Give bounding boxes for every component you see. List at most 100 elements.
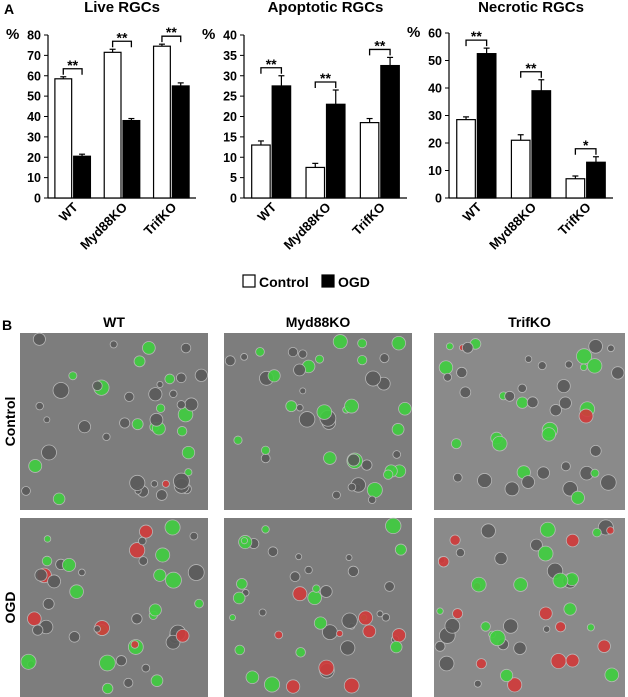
cell xyxy=(471,576,487,593)
cell xyxy=(318,659,335,676)
cell xyxy=(394,543,407,556)
x-tick-label: TrifKO xyxy=(349,200,388,239)
y-tick-label: 20 xyxy=(428,137,442,151)
y-axis-label: % xyxy=(407,24,420,41)
cell xyxy=(175,628,190,643)
cell xyxy=(449,534,461,546)
cell xyxy=(611,366,625,380)
significance-label: ** xyxy=(166,24,177,40)
cell xyxy=(194,598,204,609)
cell xyxy=(131,613,143,625)
x-tick-label: WT xyxy=(56,199,81,224)
y-tick-label: 40 xyxy=(428,82,442,96)
cell xyxy=(102,432,111,441)
significance-label: ** xyxy=(67,57,78,73)
cell xyxy=(133,355,146,368)
cell xyxy=(236,578,248,590)
cell xyxy=(299,387,307,395)
cell xyxy=(344,398,359,414)
bar xyxy=(380,64,400,199)
cell xyxy=(312,584,321,593)
cell xyxy=(606,526,615,535)
significance-bracket xyxy=(520,71,542,78)
cell xyxy=(445,342,454,351)
cell xyxy=(332,490,341,500)
bar xyxy=(325,103,346,199)
cell xyxy=(68,371,78,381)
cell xyxy=(194,368,208,382)
cell xyxy=(43,416,51,424)
significance-label: ** xyxy=(526,60,537,76)
bar xyxy=(531,90,552,199)
cell xyxy=(296,404,304,412)
cell xyxy=(234,644,245,656)
y-tick-label: 80 xyxy=(27,29,41,43)
cell xyxy=(489,629,506,647)
cell xyxy=(93,625,101,633)
cell xyxy=(260,453,271,464)
cell xyxy=(347,565,359,577)
cell xyxy=(558,396,572,410)
cell xyxy=(500,668,514,683)
cell xyxy=(298,411,316,428)
cell xyxy=(115,655,127,667)
cell xyxy=(27,611,42,627)
y-tick-label: 60 xyxy=(27,69,41,83)
cell xyxy=(586,623,595,632)
cell xyxy=(459,386,472,399)
cell xyxy=(69,584,84,599)
cell xyxy=(52,382,70,399)
cell xyxy=(564,360,573,369)
bar xyxy=(122,119,141,199)
cell xyxy=(552,572,569,589)
cell xyxy=(539,521,556,538)
significance-label: ** xyxy=(117,29,128,45)
cell xyxy=(565,653,580,668)
cell xyxy=(517,383,527,393)
y-tick-label: 10 xyxy=(428,164,442,178)
cell xyxy=(578,408,594,424)
cell xyxy=(494,551,508,566)
chart-title: Apoptotic RGCs xyxy=(268,0,384,16)
cell xyxy=(524,355,533,363)
cell xyxy=(189,531,199,541)
cell xyxy=(379,353,390,364)
cell xyxy=(78,420,92,434)
cell xyxy=(32,624,44,636)
cell xyxy=(102,682,114,695)
y-tick-label: 0 xyxy=(435,192,442,206)
cell xyxy=(161,479,170,488)
legend-label: Control xyxy=(259,274,309,290)
cell xyxy=(149,412,164,427)
y-tick-label: 0 xyxy=(230,192,237,206)
cell xyxy=(285,679,301,694)
bar xyxy=(305,166,326,199)
cell xyxy=(392,450,402,459)
cell xyxy=(245,670,260,685)
significance-label: * xyxy=(583,137,589,153)
x-tick-label: TrifKO xyxy=(141,200,180,239)
cell xyxy=(607,344,615,353)
y-tick-label: 50 xyxy=(27,90,41,104)
cell xyxy=(592,527,602,538)
cell xyxy=(274,630,284,640)
cell xyxy=(332,334,348,350)
cell xyxy=(597,639,611,653)
y-tick-label: 10 xyxy=(27,171,41,185)
bar xyxy=(565,178,586,199)
micrograph xyxy=(434,333,625,510)
cell xyxy=(292,586,308,602)
cell xyxy=(315,354,324,364)
y-tick-label: 30 xyxy=(27,130,41,144)
x-tick-label: Myd88KO xyxy=(486,200,539,253)
cell xyxy=(295,553,303,561)
cell xyxy=(565,533,580,548)
x-tick-label: TrifKO xyxy=(555,200,594,239)
cell xyxy=(307,590,322,606)
cell xyxy=(313,616,328,630)
cell xyxy=(461,341,474,354)
cell xyxy=(526,396,539,409)
micrograph xyxy=(434,518,625,697)
cell xyxy=(357,338,368,349)
cell xyxy=(155,489,168,501)
